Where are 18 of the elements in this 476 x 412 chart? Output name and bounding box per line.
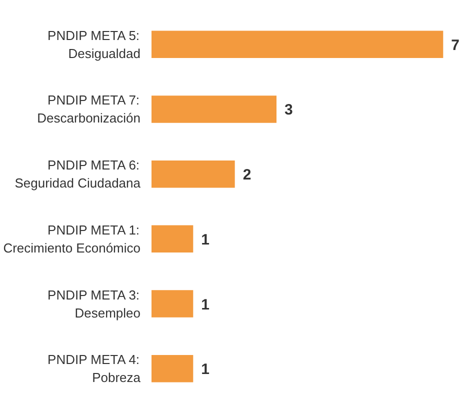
y-tick-label: PNDIP META 1: Crecimiento Económico xyxy=(3,222,141,256)
data-label: 1 xyxy=(201,231,210,248)
bar xyxy=(152,30,444,58)
y-tick-label: PNDIP META 7: Descarbonización xyxy=(37,92,141,126)
y-tick-label: PNDIP META 6: Seguridad Ciudadana xyxy=(14,158,142,191)
y-tick-label: PNDIP META 5: Desigualdad xyxy=(48,28,141,61)
data-label: 2 xyxy=(242,166,252,184)
bar xyxy=(152,160,235,188)
data-label: 1 xyxy=(201,296,210,314)
bar xyxy=(152,290,194,318)
y-tick-label: PNDIP META 3: Desempleo xyxy=(48,287,141,320)
data-label: 7 xyxy=(451,36,460,54)
data-label: 1 xyxy=(201,361,210,378)
data-label: 3 xyxy=(284,102,293,119)
y-tick-label: PNDIP META 4: Pobreza xyxy=(48,352,142,386)
bar xyxy=(152,354,194,382)
bar xyxy=(152,225,194,253)
bar xyxy=(152,96,276,123)
